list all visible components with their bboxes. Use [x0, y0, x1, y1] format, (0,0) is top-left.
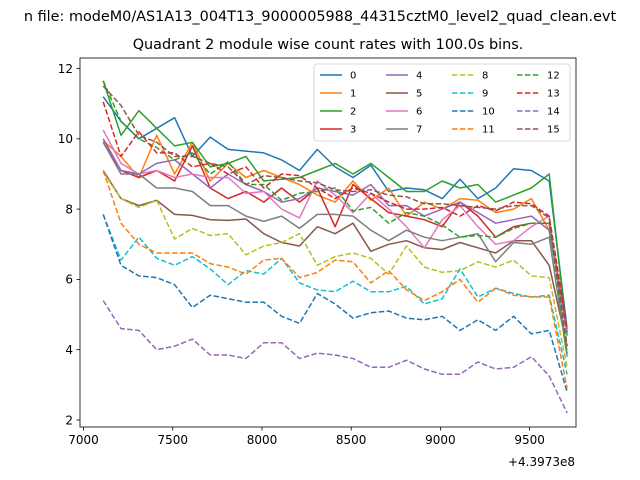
x-axis-offset-label: +4.3973e8	[508, 455, 575, 469]
series-line-13	[102, 101, 568, 329]
x-tick-label: 8000	[247, 433, 278, 447]
legend-label-3: 3	[350, 125, 356, 136]
plot-area	[102, 80, 568, 414]
series-line-7	[102, 141, 568, 357]
legend-label-12: 12	[547, 71, 560, 82]
file-suptitle: n file: modeM0/AS1A13_004T13_9000005988_…	[24, 9, 617, 25]
legend-label-4: 4	[416, 71, 422, 82]
series-line-8	[102, 171, 568, 368]
series-line-4	[102, 138, 568, 333]
legend-label-1: 1	[350, 89, 356, 100]
legend-label-8: 8	[482, 71, 488, 82]
x-tick-label: 7000	[68, 433, 99, 447]
legend-label-10: 10	[482, 107, 495, 118]
legend-box	[313, 63, 571, 142]
legend-label-0: 0	[350, 71, 356, 82]
legend-label-5: 5	[416, 89, 422, 100]
y-tick-label: 6	[65, 273, 73, 287]
x-tick-label: 8500	[336, 433, 367, 447]
legend-label-7: 7	[416, 125, 422, 136]
legend-label-13: 13	[547, 89, 560, 100]
axes-frame	[79, 57, 577, 428]
legend-label-15: 15	[547, 125, 560, 136]
legend-label-6: 6	[416, 107, 422, 118]
x-tick-label: 7500	[158, 433, 189, 447]
series-line-3	[102, 141, 568, 333]
series-line-0	[102, 96, 568, 329]
series-line-6	[102, 129, 568, 354]
legend-label-2: 2	[350, 107, 356, 118]
series-line-10	[102, 214, 568, 393]
series-line-2	[102, 80, 568, 336]
y-tick-label: 2	[65, 413, 73, 427]
series-line-9	[102, 214, 568, 375]
legend-label-11: 11	[482, 125, 495, 136]
legend-label-14: 14	[547, 107, 560, 118]
y-tick-label: 8	[65, 202, 73, 216]
series-line-14	[102, 300, 568, 414]
chart-title: Quadrant 2 module wise count rates with …	[133, 37, 524, 53]
y-tick-label: 4	[65, 343, 73, 357]
x-tick-label: 9000	[425, 433, 456, 447]
y-tick-label: 10	[58, 132, 73, 146]
legend-label-9: 9	[482, 89, 488, 100]
series-line-12	[102, 80, 568, 354]
x-tick-label: 9500	[514, 433, 545, 447]
y-tick-label: 12	[58, 62, 73, 76]
series-line-11	[102, 170, 568, 389]
